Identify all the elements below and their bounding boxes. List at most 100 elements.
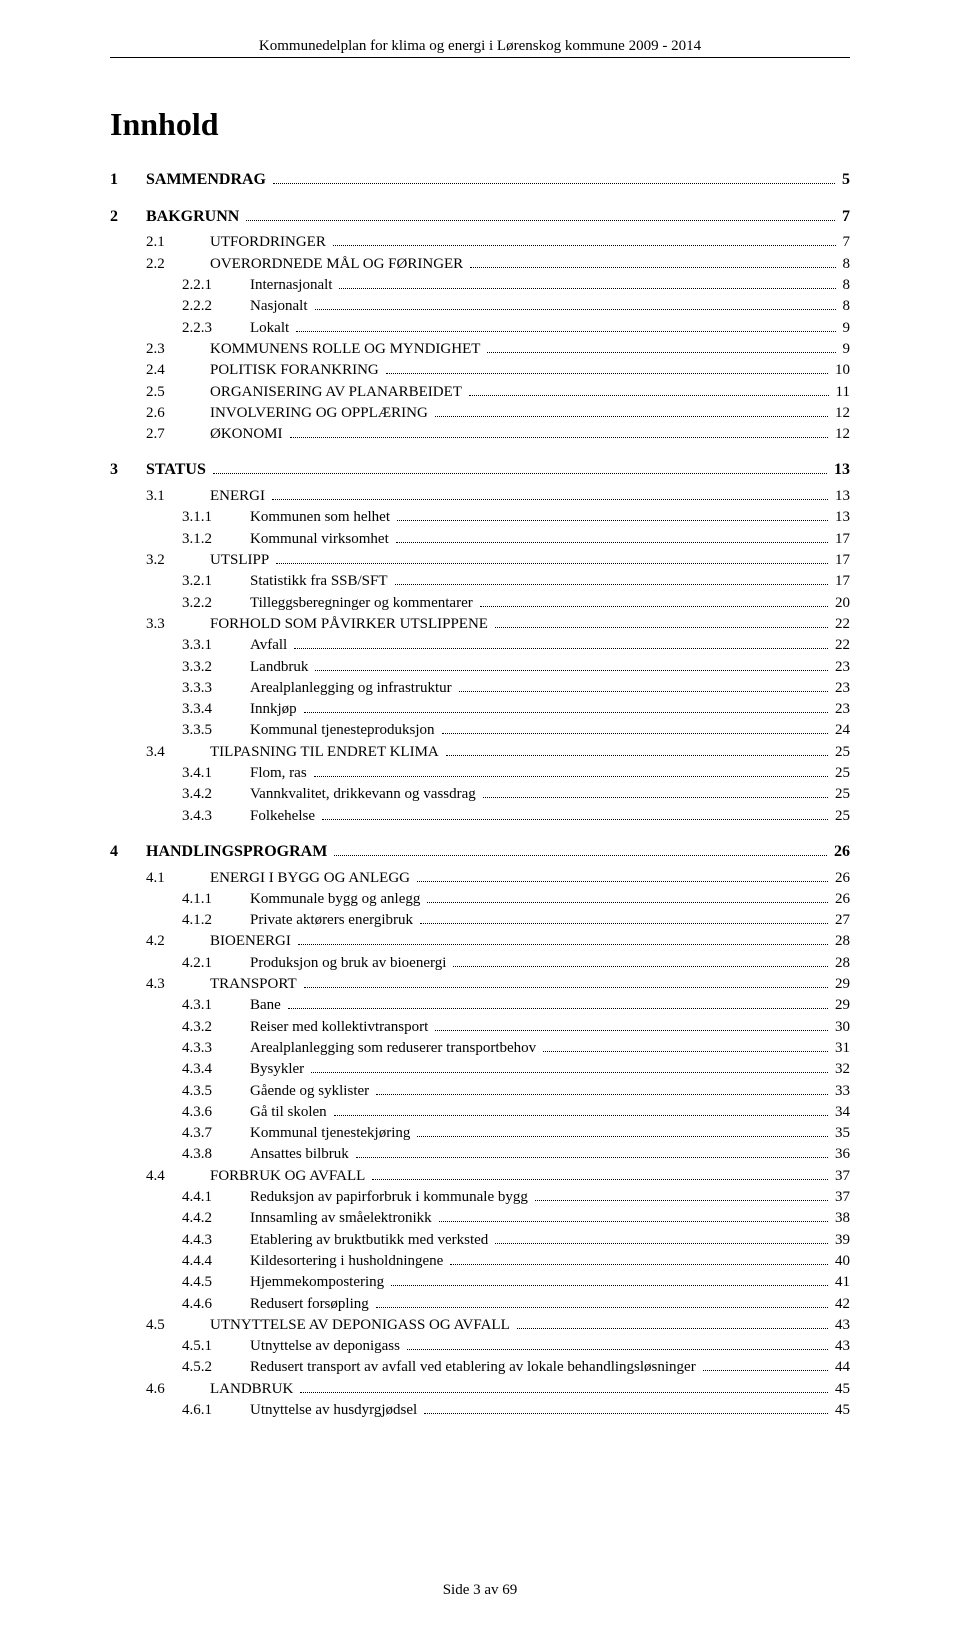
toc-page-number: 38 [831,1208,850,1229]
toc-leader [376,1307,828,1308]
toc-leader [442,733,828,734]
toc-label: Kildesortering i husholdningene [250,1251,447,1272]
toc-label: Nasjonalt [250,296,312,317]
toc-label: OVERORDNEDE MÅL OG FØRINGER [210,254,467,275]
toc-label: Utnyttelse av husdyrgjødsel [250,1400,421,1421]
toc-entry: 4.3.7Kommunal tjenestekjøring35 [110,1123,850,1144]
toc-entry: 4.4.6Redusert forsøpling42 [110,1294,850,1315]
toc-page-number: 29 [831,995,850,1016]
toc-leader [435,1030,828,1031]
toc-leader [213,473,827,474]
toc-page-number: 31 [831,1038,850,1059]
toc-page-number: 39 [831,1230,850,1251]
toc-page-number: 13 [831,507,850,528]
toc-page-number: 22 [831,635,850,656]
toc-page-number: 41 [831,1272,850,1293]
toc-label: POLITISK FORANKRING [210,360,383,381]
toc-number: 3.4.2 [182,784,250,805]
toc-leader [703,1370,828,1371]
toc-label: Bane [250,995,285,1016]
toc-leader [276,563,828,564]
toc-number: 3.4 [146,742,210,763]
toc-number: 2.2.2 [182,296,250,317]
toc-label: Statistikk fra SSB/SFT [250,571,392,592]
toc-page-number: 23 [831,699,850,720]
toc-label: Folkehelse [250,806,319,827]
toc-page-number: 30 [831,1017,850,1038]
toc-number: 2.7 [146,424,210,445]
toc-label: Private aktørers energibruk [250,910,417,931]
toc-label: Lokalt [250,318,293,339]
toc-page-number: 7 [838,206,850,229]
toc-label: Gå til skolen [250,1102,331,1123]
toc-page-number: 10 [831,360,850,381]
toc-number: 3.3.4 [182,699,250,720]
toc-number: 4.2 [146,931,210,952]
toc-label: HANDLINGSPROGRAM [146,841,331,864]
toc-number: 4.3.7 [182,1123,250,1144]
toc-number: 2.5 [146,382,210,403]
toc-number: 3.3.5 [182,720,250,741]
toc-number: 4.3.8 [182,1144,250,1165]
toc-number: 2.4 [146,360,210,381]
toc-label: Utnyttelse av deponigass [250,1336,404,1357]
toc-entry: 4.5.2Redusert transport av avfall ved et… [110,1357,850,1378]
toc-entry: 4HANDLINGSPROGRAM26 [110,841,850,864]
toc-label: Avfall [250,635,291,656]
toc-page-number: 26 [831,889,850,910]
toc-entry: 4.3.1Bane29 [110,995,850,1016]
toc-number: 2 [110,206,146,229]
toc-number: 3.2 [146,550,210,571]
toc-label: Internasjonalt [250,275,336,296]
toc-page-number: 25 [831,806,850,827]
toc-leader [290,437,829,438]
toc-entry: 3.1.2Kommunal virksomhet17 [110,529,850,550]
toc-label: TRANSPORT [210,974,301,995]
toc-page-number: 23 [831,657,850,678]
toc-page-number: 24 [831,720,850,741]
toc-number: 3.1.2 [182,529,250,550]
toc-leader [450,1264,828,1265]
toc-number: 4.6.1 [182,1400,250,1421]
toc-page-number: 32 [831,1059,850,1080]
toc-page-number: 37 [831,1166,850,1187]
toc-page-number: 43 [831,1315,850,1336]
toc-number: 4 [110,841,146,864]
toc-leader [386,373,828,374]
toc-page-number: 35 [831,1123,850,1144]
toc-page-number: 8 [839,275,851,296]
toc-leader [487,352,835,353]
page-header: Kommunedelplan for klima og energi i Lør… [110,38,850,55]
toc-entry: 2.5ORGANISERING AV PLANARBEIDET11 [110,382,850,403]
toc-leader [395,584,828,585]
toc-leader [339,288,835,289]
toc-leader [296,331,835,332]
toc-entry: 2.2.2Nasjonalt8 [110,296,850,317]
toc-entry: 4.4.4Kildesortering i husholdningene40 [110,1251,850,1272]
toc-entry: 2.2.3Lokalt9 [110,318,850,339]
toc-entry: 4.6LANDBRUK45 [110,1379,850,1400]
toc-page-number: 17 [831,571,850,592]
toc-number: 4.4.5 [182,1272,250,1293]
toc-label: Arealplanlegging som reduserer transport… [250,1038,540,1059]
toc-page-number: 36 [831,1144,850,1165]
toc-page-number: 27 [831,910,850,931]
toc-entry: 2.3KOMMUNENS ROLLE OG MYNDIGHET9 [110,339,850,360]
toc-page-number: 20 [831,593,850,614]
toc-entry: 4.2.1Produksjon og bruk av bioenergi28 [110,953,850,974]
toc-label: BIOENERGI [210,931,295,952]
toc-leader [272,499,828,500]
toc-entry: 2.6INVOLVERING OG OPPLÆRING12 [110,403,850,424]
toc-page-number: 13 [830,459,850,482]
toc-leader [311,1072,828,1073]
toc-leader [517,1328,828,1329]
toc-leader [495,1243,828,1244]
toc-entry: 3.4.2Vannkvalitet, drikkevann og vassdra… [110,784,850,805]
toc-entry: 4.4FORBRUK OG AVFALL37 [110,1166,850,1187]
toc-number: 3.2.1 [182,571,250,592]
toc-label: Hjemmekompostering [250,1272,388,1293]
toc-number: 4.3.4 [182,1059,250,1080]
toc-entry: 3.3FORHOLD SOM PÅVIRKER UTSLIPPENE22 [110,614,850,635]
toc-leader [397,520,828,521]
toc-page-number: 45 [831,1400,850,1421]
